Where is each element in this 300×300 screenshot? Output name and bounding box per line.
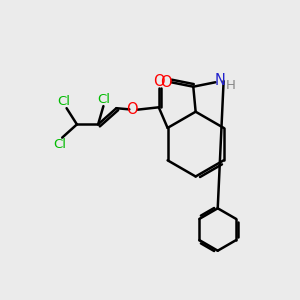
Text: Cl: Cl: [53, 138, 66, 151]
Text: O: O: [160, 75, 172, 90]
Text: N: N: [214, 73, 225, 88]
Text: Cl: Cl: [58, 95, 71, 108]
Text: O: O: [126, 102, 138, 117]
Text: H: H: [226, 79, 236, 92]
Text: Cl: Cl: [97, 93, 110, 106]
Text: O: O: [153, 74, 165, 89]
